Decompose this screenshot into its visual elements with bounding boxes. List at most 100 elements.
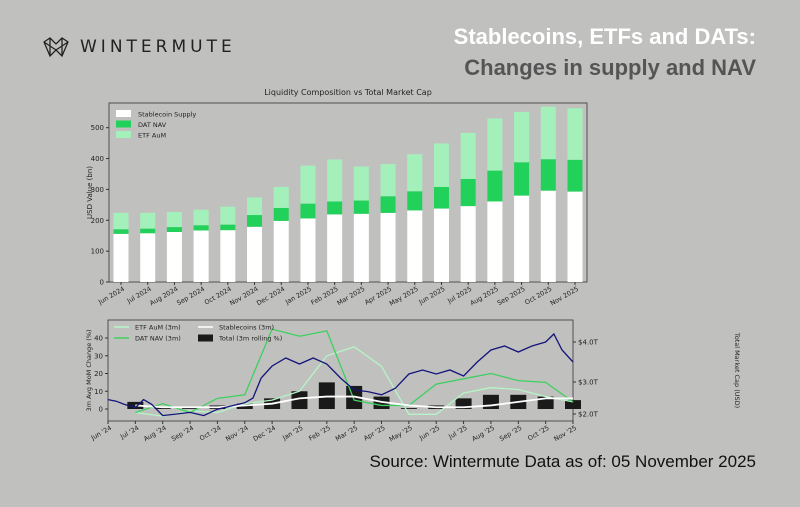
x-tick-label: Dec 2024 xyxy=(255,285,286,308)
legend-label: DAT NAV (3m) xyxy=(135,335,181,343)
y2-tick-label: $4.0T xyxy=(578,339,599,347)
line-etf-aum-m- xyxy=(135,346,574,417)
x-tick-label: Jan '25 xyxy=(280,424,304,443)
x-tick-label: May 2025 xyxy=(388,285,420,308)
bar-stablecoin-supply xyxy=(273,220,289,282)
bar-stablecoin-supply xyxy=(460,206,476,282)
top-chart-title: Liquidity Composition vs Total Market Ca… xyxy=(264,88,432,97)
x-tick-label: May '25 xyxy=(388,424,414,444)
title-line-1: Stablecoins, ETFs and DATs: xyxy=(453,24,756,49)
x-tick-label: Nov '24 xyxy=(224,424,249,443)
y2-tick-label: $2.0T xyxy=(578,411,599,419)
y-tick-label: 500 xyxy=(91,124,104,132)
x-tick-label: Feb 2025 xyxy=(310,285,340,307)
bar-stablecoin-supply xyxy=(327,214,343,282)
bar-dat-nav xyxy=(380,196,396,213)
bar-stablecoin-supply xyxy=(433,208,449,282)
legend-swatch xyxy=(198,334,213,342)
bar-dat-nav xyxy=(327,201,343,215)
legend-label: ETF AuM xyxy=(138,132,166,140)
x-tick-label: Oct '24 xyxy=(198,424,222,443)
y-tick-label: 20 xyxy=(94,370,103,378)
y2-tick-label: $3.0T xyxy=(578,379,599,387)
bar-dat-nav xyxy=(247,215,263,227)
bar-etf-aum xyxy=(407,154,423,192)
x-tick-label: Sep '25 xyxy=(498,424,523,443)
x-tick-label: Aug 2024 xyxy=(148,285,179,308)
bar-dat-nav xyxy=(220,224,236,231)
x-tick-label: Oct 2025 xyxy=(523,285,553,307)
legend-swatch xyxy=(116,120,131,128)
x-tick-label: Mar 2025 xyxy=(336,285,367,307)
bar-stablecoin-supply xyxy=(140,233,156,282)
bar-total-3m xyxy=(565,400,581,409)
legend-label: ETF AuM (3m) xyxy=(135,324,181,332)
bar-stablecoin-supply xyxy=(567,191,583,282)
source-note: Source: Wintermute Data as of: 05 Novemb… xyxy=(369,452,756,471)
x-tick-label: Oct '25 xyxy=(526,424,550,443)
bar-dat-nav xyxy=(540,159,556,191)
bar-dat-nav xyxy=(166,227,182,233)
x-tick-label: Feb '25 xyxy=(307,424,331,443)
bar-stablecoin-supply xyxy=(540,190,556,282)
x-tick-label: Jan 2025 xyxy=(283,285,313,307)
x-tick-label: Aug '25 xyxy=(470,424,496,443)
x-tick-label: Sep '24 xyxy=(170,424,195,443)
y-tick-label: 0 xyxy=(99,406,103,414)
x-tick-label: Aug '24 xyxy=(142,424,168,443)
bar-dat-nav xyxy=(487,170,503,202)
title-line-2: Changes in supply and NAV xyxy=(464,55,756,80)
bar-stablecoin-supply xyxy=(407,210,423,282)
bar-stablecoin-supply xyxy=(487,201,503,282)
y-tick-label: 40 xyxy=(94,335,103,343)
bar-etf-aum xyxy=(300,165,316,204)
y-tick-label: 0 xyxy=(100,279,104,287)
y-tick-label: 200 xyxy=(91,217,104,225)
bar-stablecoin-supply xyxy=(193,230,209,282)
line-dat-nav-m- xyxy=(135,328,574,414)
bar-stablecoin-supply xyxy=(247,226,263,282)
bar-dat-nav xyxy=(567,159,583,192)
bar-etf-aum xyxy=(113,212,129,230)
x-tick-label: Sep 2024 xyxy=(175,285,206,307)
y-tick-label: 400 xyxy=(91,155,104,163)
bottom-y-axis-label: 3m Avg MoM Change (%) xyxy=(85,329,93,411)
bar-etf-aum xyxy=(247,197,263,216)
bar-etf-aum xyxy=(166,211,182,228)
x-tick-label: Nov 2025 xyxy=(549,285,580,308)
bar-dat-nav xyxy=(460,178,476,207)
line-stablecoins-m- xyxy=(135,395,573,409)
bar-etf-aum xyxy=(380,164,396,197)
bar-dat-nav xyxy=(300,203,316,219)
bar-dat-nav xyxy=(113,229,129,234)
bar-etf-aum xyxy=(567,108,583,160)
top-plot-frame xyxy=(108,102,588,283)
x-tick-label: Jun '25 xyxy=(417,424,441,443)
legend-label: Stablecoin Supply xyxy=(138,111,196,119)
legend-swatch xyxy=(116,110,131,117)
legend-label: Stablecoins (3m) xyxy=(219,324,274,332)
line-total-market-cap xyxy=(107,332,574,417)
bar-stablecoin-supply xyxy=(514,195,530,282)
x-tick-label: Jun 2024 xyxy=(96,285,126,307)
bar-etf-aum xyxy=(540,106,556,160)
bottom-y2-axis-label: Total Market Cap (USD) xyxy=(733,332,741,408)
bar-etf-aum xyxy=(353,166,369,201)
bottom-plot-frame xyxy=(107,319,574,422)
bar-dat-nav xyxy=(514,162,530,196)
wintermute-logo-icon xyxy=(43,37,69,58)
x-tick-label: Sep 2025 xyxy=(496,285,527,307)
bar-stablecoin-supply xyxy=(166,232,182,282)
bar-etf-aum xyxy=(460,132,476,179)
x-tick-label: Oct 2024 xyxy=(203,285,233,307)
y-tick-label: 100 xyxy=(91,248,104,256)
legend-label: Total (3m rolling %) xyxy=(218,335,282,343)
legend-swatch xyxy=(116,131,131,138)
x-tick-label: Jul '24 xyxy=(118,424,140,441)
bar-etf-aum xyxy=(327,159,343,202)
bar-etf-aum xyxy=(514,111,530,163)
brand-name: WINTERMUTE xyxy=(80,37,236,57)
brand-logo: WINTERMUTE xyxy=(42,36,236,58)
bar-dat-nav xyxy=(433,186,449,209)
bar-total-3m xyxy=(400,408,417,409)
